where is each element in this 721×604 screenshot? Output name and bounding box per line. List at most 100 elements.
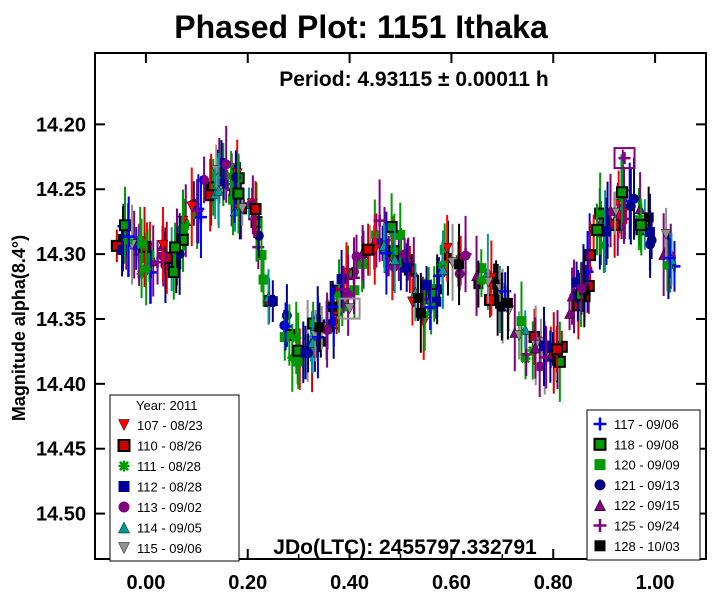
y-axis-label: Magnitude alpha(8.4°) bbox=[9, 235, 29, 421]
marker-asterisk bbox=[334, 291, 345, 302]
marker-square bbox=[496, 301, 507, 312]
data-point bbox=[634, 198, 647, 252]
data-point bbox=[539, 306, 550, 387]
x-tick-label: 0.60 bbox=[432, 572, 471, 594]
data-point bbox=[337, 265, 350, 314]
data-point bbox=[401, 243, 412, 292]
marker-asterisk bbox=[136, 239, 147, 250]
highlight-box bbox=[338, 297, 361, 320]
marker-asterisk bbox=[118, 460, 130, 472]
data-point bbox=[213, 152, 225, 229]
data-point bbox=[218, 167, 229, 201]
legend-entry: 117 - 09/06 bbox=[593, 417, 679, 432]
marker-square-outline bbox=[176, 233, 189, 246]
data-point bbox=[553, 321, 566, 402]
marker-square bbox=[401, 262, 412, 273]
marker-square bbox=[431, 296, 442, 307]
marker-triangle-up bbox=[213, 184, 225, 196]
legend-label: 118 - 09/08 bbox=[614, 437, 679, 452]
data-point bbox=[415, 272, 426, 353]
legend-label: 117 - 09/06 bbox=[614, 417, 679, 432]
marker-plus bbox=[424, 301, 437, 314]
marker-square bbox=[489, 279, 500, 290]
marker-circle bbox=[576, 283, 587, 294]
data-point bbox=[441, 214, 453, 282]
data-point bbox=[279, 302, 292, 351]
marker-square bbox=[516, 316, 527, 327]
chart-title: Phased Plot: 1151 Ithaka bbox=[174, 9, 548, 45]
marker-plus bbox=[593, 519, 607, 532]
y-tick-label: 14.30 bbox=[36, 244, 86, 266]
marker-triangle-down bbox=[157, 239, 169, 251]
marker-square bbox=[492, 294, 503, 305]
marker-asterisk bbox=[141, 263, 152, 274]
data-point bbox=[380, 211, 393, 295]
data-point bbox=[431, 284, 442, 319]
legend-label: 121 - 09/13 bbox=[614, 478, 680, 493]
y-tick-label: 14.35 bbox=[36, 309, 86, 331]
data-point bbox=[471, 235, 482, 316]
marker-square-outline bbox=[167, 265, 180, 278]
data-point bbox=[502, 266, 513, 340]
data-point bbox=[119, 186, 132, 264]
marker-triangle-down bbox=[118, 542, 130, 555]
data-point bbox=[362, 223, 375, 276]
marker-plus bbox=[122, 230, 135, 243]
marker-square bbox=[171, 259, 182, 270]
legend-entry: 120 - 09/09 bbox=[594, 458, 680, 473]
data-point bbox=[314, 302, 325, 353]
y-tick-label: 14.45 bbox=[36, 439, 86, 461]
marker-square-outline bbox=[362, 243, 375, 256]
marker-triangle-down bbox=[660, 229, 672, 240]
data-point bbox=[421, 266, 432, 305]
data-point bbox=[454, 223, 465, 306]
x-tick-label: 0.40 bbox=[330, 572, 369, 594]
marker-triangle-up bbox=[437, 264, 449, 275]
y-tick-label: 14.25 bbox=[36, 179, 86, 201]
marker-circle bbox=[118, 501, 130, 513]
marker-triangle-up bbox=[564, 307, 575, 319]
marker-plus bbox=[337, 283, 350, 296]
legend-left-title: Year: 2011 bbox=[136, 398, 197, 413]
marker-square-outline bbox=[551, 343, 564, 356]
data-point bbox=[351, 234, 362, 279]
data-point bbox=[373, 179, 386, 262]
data-point bbox=[169, 222, 182, 273]
marker-square bbox=[439, 244, 450, 255]
data-point bbox=[424, 285, 437, 330]
legend-entry: 110 - 08/26 bbox=[117, 439, 202, 454]
legend-label: 122 - 09/15 bbox=[614, 498, 680, 513]
marker-square-outline bbox=[593, 437, 607, 451]
legend-right-box bbox=[586, 409, 701, 561]
data-point bbox=[460, 236, 471, 276]
data-point bbox=[496, 272, 507, 341]
marker-asterisk bbox=[287, 352, 298, 363]
legend-label: 115 - 09/06 bbox=[137, 541, 202, 556]
marker-square-outline bbox=[616, 186, 629, 199]
data-point bbox=[334, 259, 345, 333]
axis-ticks: 0.00 0.20 0.40 0.60 0.80 1.00 14.20 14.25 14.30 1… bbox=[36, 53, 706, 594]
legend-entry: 122 - 09/15 bbox=[594, 498, 680, 513]
marker-square-outline bbox=[117, 439, 131, 452]
marker-square-outline bbox=[584, 249, 597, 262]
data-point bbox=[122, 196, 135, 277]
data-point bbox=[663, 238, 676, 278]
marker-square bbox=[415, 307, 426, 318]
marker-circle bbox=[460, 250, 471, 261]
x-tick-label: 0.00 bbox=[126, 572, 165, 594]
marker-circle bbox=[399, 249, 410, 260]
marker-triangle-up bbox=[389, 254, 401, 265]
marker-triangle-up bbox=[594, 499, 606, 511]
marker-square-outline bbox=[249, 203, 262, 216]
data-point bbox=[540, 326, 553, 389]
marker-asterisk bbox=[136, 269, 147, 280]
marker-asterisk bbox=[476, 275, 487, 286]
y-tick-label: 14.20 bbox=[36, 114, 86, 136]
highlighted-point bbox=[613, 147, 636, 170]
legend-entry: 121 - 09/13 bbox=[594, 478, 680, 493]
legend-label: 111 - 08/28 bbox=[137, 459, 201, 474]
marker-square-outline bbox=[483, 294, 496, 307]
marker-plus bbox=[618, 152, 631, 165]
marker-square-outline bbox=[232, 187, 245, 200]
